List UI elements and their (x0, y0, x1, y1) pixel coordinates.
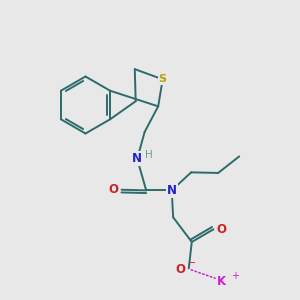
Text: H: H (145, 150, 152, 160)
Text: N: N (132, 152, 142, 165)
Text: +: + (231, 271, 239, 281)
Text: −: − (188, 258, 196, 268)
Text: K: K (217, 275, 226, 288)
Text: S: S (159, 74, 167, 84)
Text: O: O (175, 263, 185, 276)
Text: O: O (216, 223, 226, 236)
Text: O: O (109, 183, 118, 196)
Text: N: N (167, 184, 177, 197)
